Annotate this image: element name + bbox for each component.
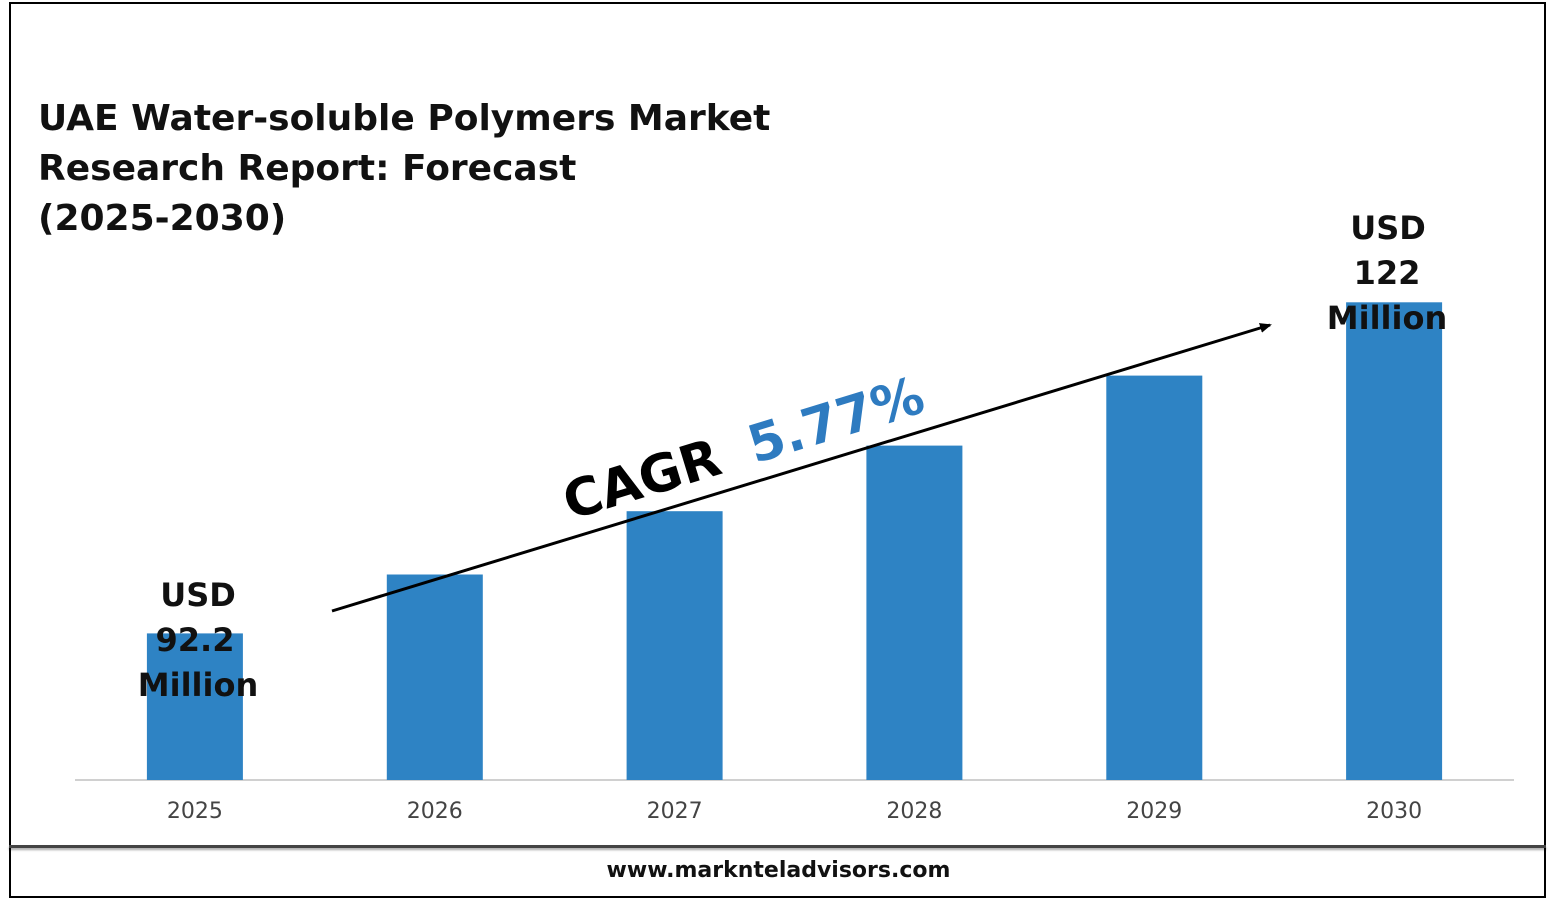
bar-2028 <box>866 445 963 780</box>
x-tick-label-2030: 2030 <box>1366 799 1422 824</box>
title-line-3: (2025-2030) <box>38 198 287 239</box>
end-label-line-3: Million <box>1327 299 1447 337</box>
x-tick-label-2028: 2028 <box>886 799 942 824</box>
start-label-line-1: USD <box>160 576 236 614</box>
start-value-label: USD 92.2 Million <box>138 576 258 704</box>
end-label-line-2: 122 <box>1354 254 1421 292</box>
footer-divider <box>9 845 1546 848</box>
chart-title: UAE Water-soluble Polymers Market Resear… <box>38 94 798 244</box>
x-tick-label-2029: 2029 <box>1126 799 1182 824</box>
chart-frame <box>9 2 1546 898</box>
x-tick-label-2026: 2026 <box>407 799 463 824</box>
end-value-label: USD 122 Million <box>1327 209 1447 337</box>
x-tick-label-2027: 2027 <box>647 799 703 824</box>
bar-2029 <box>1106 375 1203 780</box>
end-label-line-1: USD <box>1350 209 1426 247</box>
cagr-arrow <box>331 323 1272 613</box>
title-line-1: UAE Water-soluble Polymers Market <box>38 98 771 139</box>
x-tick-label-2025: 2025 <box>167 799 223 824</box>
footer-website: www.marknteladvisors.com <box>606 858 951 883</box>
start-label-line-2: 92.2 <box>156 621 235 659</box>
start-label-line-3: Million <box>138 666 258 704</box>
bar-2027 <box>626 511 723 780</box>
bar-2030 <box>1346 302 1443 780</box>
bar-2026 <box>386 574 483 780</box>
title-line-2: Research Report: Forecast <box>38 148 577 189</box>
bar-2025 <box>146 633 243 780</box>
